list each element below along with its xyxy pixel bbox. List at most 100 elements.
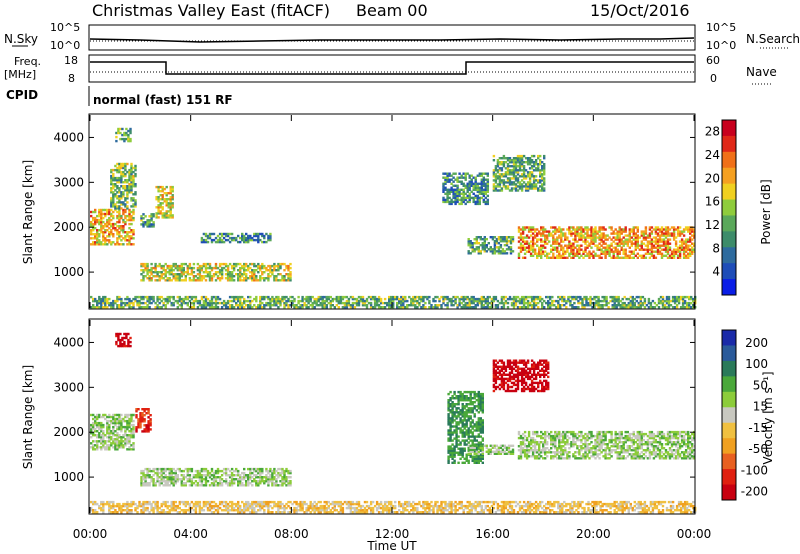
heatmap-cell bbox=[160, 273, 163, 276]
heatmap-cell bbox=[172, 297, 175, 301]
heatmap-cell bbox=[487, 242, 490, 245]
heatmap-cell bbox=[480, 186, 483, 189]
heatmap-cell bbox=[396, 306, 399, 309]
heatmap-cell bbox=[462, 192, 465, 195]
heatmap-cell bbox=[664, 246, 668, 249]
heatmap-cell bbox=[424, 295, 427, 299]
heatmap-cell bbox=[267, 484, 270, 487]
heatmap-cell bbox=[524, 161, 528, 164]
heatmap-cell bbox=[208, 234, 212, 238]
heatmap-cell bbox=[198, 484, 202, 487]
heatmap-cell bbox=[448, 188, 451, 191]
heatmap-cell bbox=[458, 299, 461, 303]
heatmap-cell bbox=[500, 161, 504, 164]
heatmap-cell bbox=[100, 438, 103, 441]
heatmap-cell bbox=[680, 230, 684, 233]
heatmap-cell bbox=[574, 236, 577, 239]
heatmap-cell bbox=[461, 421, 464, 424]
heatmap-cell bbox=[672, 256, 676, 259]
heatmap-cell bbox=[665, 306, 669, 309]
heatmap-cell bbox=[492, 295, 496, 299]
heatmap-cell bbox=[666, 234, 670, 237]
heatmap-cell bbox=[459, 427, 462, 430]
heatmap-cell bbox=[247, 306, 250, 309]
heatmap-cell bbox=[458, 301, 461, 305]
heatmap-cell bbox=[586, 240, 589, 243]
heatmap-cell bbox=[212, 474, 216, 477]
heatmap-cell bbox=[457, 461, 460, 464]
heatmap-cell bbox=[516, 161, 520, 164]
heatmap-cell bbox=[628, 234, 631, 237]
heatmap-cell bbox=[473, 250, 476, 253]
heatmap-cell bbox=[630, 240, 633, 243]
heatmap-cell bbox=[226, 234, 230, 238]
heatmap-cell bbox=[552, 236, 555, 239]
heatmap-cell bbox=[126, 304, 129, 307]
heatmap-cell bbox=[561, 304, 564, 307]
heatmap-cell bbox=[449, 433, 452, 436]
heatmap-cell bbox=[232, 297, 236, 301]
heatmap-cell bbox=[516, 159, 520, 162]
heatmap-cell bbox=[455, 445, 458, 448]
heatmap-cell bbox=[673, 297, 677, 301]
heatmap-cell bbox=[636, 238, 639, 241]
heatmap-cell bbox=[469, 240, 472, 243]
heatmap-cell bbox=[135, 410, 138, 413]
heatmap-cell bbox=[668, 248, 672, 251]
heatmap-cell bbox=[539, 173, 542, 176]
heatmap-cell bbox=[606, 238, 609, 241]
heatmap-cell bbox=[514, 179, 518, 182]
heatmap-cell bbox=[341, 306, 345, 309]
heatmap-cell bbox=[251, 238, 254, 242]
heatmap-cell bbox=[468, 198, 471, 202]
heatmap-cell bbox=[283, 301, 286, 305]
heatmap-cell bbox=[128, 421, 131, 425]
heatmap-cell bbox=[259, 297, 262, 301]
heatmap-cell bbox=[660, 238, 664, 241]
heatmap-cell bbox=[451, 457, 454, 460]
heatmap-cell bbox=[345, 301, 349, 305]
heatmap-cell bbox=[161, 196, 164, 199]
heatmap-cell bbox=[467, 459, 470, 462]
heatmap-cell bbox=[108, 419, 111, 423]
heatmap-cell bbox=[483, 236, 486, 239]
heatmap-cell bbox=[543, 171, 546, 174]
heatmap-cell bbox=[134, 183, 137, 186]
heatmap-cell bbox=[200, 277, 204, 280]
heatmap-cell bbox=[500, 189, 504, 192]
heatmap-cell bbox=[556, 236, 559, 239]
heatmap-cell bbox=[436, 306, 439, 309]
heatmap-cell bbox=[281, 478, 284, 481]
heatmap-cell bbox=[220, 484, 224, 487]
heatmap-cell bbox=[650, 252, 654, 255]
heatmap-cell bbox=[636, 236, 639, 239]
heatmap-cell bbox=[668, 228, 672, 231]
heatmap-cell bbox=[498, 173, 502, 176]
heatmap-cell bbox=[132, 181, 135, 184]
heatmap-cell bbox=[226, 467, 230, 471]
heatmap-cell bbox=[450, 190, 453, 193]
heatmap-cell bbox=[273, 482, 276, 485]
heatmap-cell bbox=[589, 301, 592, 305]
heatmap-cell bbox=[112, 193, 115, 196]
heatmap-cell bbox=[691, 230, 694, 233]
heatmap-cell bbox=[529, 244, 533, 247]
heatmap-cell bbox=[672, 234, 676, 237]
heatmap-cell bbox=[253, 275, 256, 278]
heatmap-cell bbox=[514, 159, 518, 162]
heatmap-cell bbox=[184, 482, 187, 485]
heatmap-cell bbox=[230, 304, 234, 307]
heatmap-cell bbox=[668, 232, 672, 235]
heatmap-cell bbox=[106, 440, 109, 443]
heatmap-cell bbox=[432, 299, 435, 303]
heatmap-cell bbox=[132, 301, 135, 305]
heatmap-cell bbox=[289, 299, 292, 303]
heatmap-cell bbox=[640, 242, 643, 245]
heatmap-cell bbox=[482, 200, 485, 204]
heatmap-cell bbox=[693, 230, 696, 233]
heatmap-cell bbox=[494, 306, 498, 309]
heatmap-cell bbox=[589, 299, 592, 303]
heatmap-cell bbox=[486, 180, 489, 183]
heatmap-cell bbox=[291, 299, 294, 303]
heatmap-cell bbox=[670, 256, 674, 259]
